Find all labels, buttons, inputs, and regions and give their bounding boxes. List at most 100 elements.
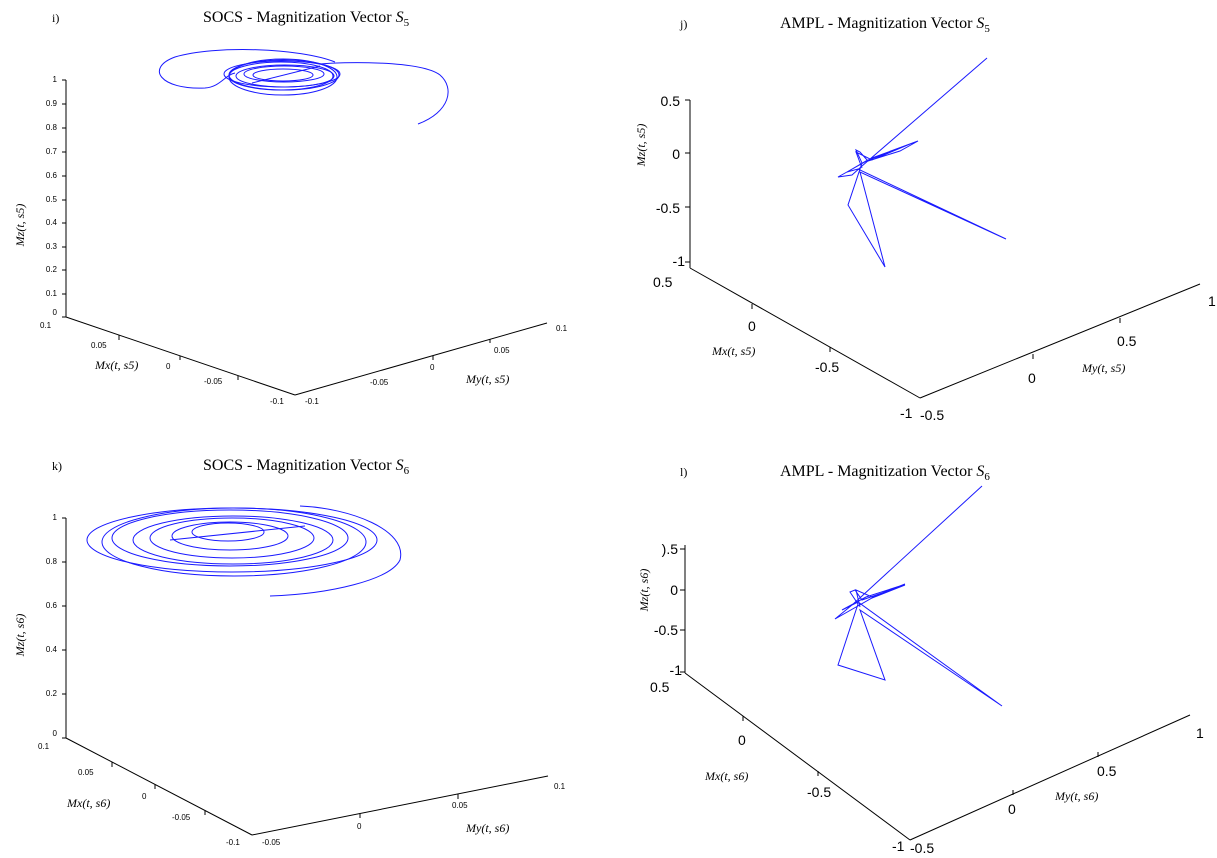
- title-subscript-k: 6: [404, 465, 410, 477]
- panel-label-j: j): [679, 17, 687, 31]
- y-tick-labels-l: -0.5 0 0.5 1: [910, 725, 1204, 856]
- ytick-j-0: -0.5: [920, 407, 944, 423]
- ylabel-j: My(t, s5): [1081, 361, 1125, 375]
- ztick-k-1: 0.2: [46, 689, 58, 698]
- ztick-j-1: 0: [672, 146, 680, 162]
- ztick-i-5: 0.5: [46, 195, 58, 204]
- panel-k: k) SOCS - Magnitization Vector S6 1 0.8 …: [13, 457, 566, 847]
- x-tick-labels-i: 0.1 0.05 0 -0.05 -0.1: [40, 321, 284, 406]
- xtick-k-3: -0.05: [172, 813, 191, 822]
- ztick-i-10: 1: [53, 75, 58, 84]
- panel-i: i) SOCS - Magnitization Vector S5 1 0.9 …: [13, 9, 568, 406]
- title-symbol-k: S: [396, 457, 404, 474]
- xtick-k-1: 0.05: [78, 768, 94, 777]
- title-symbol-j: S: [976, 15, 984, 32]
- title-text-j: AMPL - Magnitization Vector: [780, 15, 976, 32]
- xtick-i-2: 0: [166, 362, 171, 371]
- ztick-i-3: 0.3: [46, 242, 58, 251]
- z-ticks-marks-j: [685, 99, 690, 263]
- ztick-i-1: 0.1: [46, 289, 58, 298]
- ytick-k-0: -0.05: [262, 838, 281, 847]
- chart-title-i: SOCS - Magnitization Vector S5: [203, 9, 410, 29]
- title-subscript-i: 5: [404, 17, 410, 29]
- y-tick-labels-i: -0.1 -0.05 0 0.05 0.1: [305, 324, 568, 406]
- y-tick-labels-k: -0.05 0 0.05 0.1: [262, 782, 566, 847]
- trajectory-l: [834, 485, 1003, 707]
- ztick-i-9: 0.9: [46, 99, 58, 108]
- ylabel-l: My(t, s6): [1054, 789, 1098, 803]
- title-subscript-l: 6: [984, 471, 990, 483]
- ytick-i-1: -0.05: [370, 378, 389, 387]
- ytick-i-2: 0: [430, 363, 435, 372]
- y-tick-labels-j: -0.5 0 0.5 1: [920, 293, 1216, 423]
- x-tick-labels-l: 0.5 0 -0.5 -1: [650, 679, 905, 854]
- ytick-k-1: 0: [357, 822, 362, 831]
- ytick-l-3: 1: [1196, 725, 1204, 741]
- xlabel-i: Mx(t, s5): [94, 358, 138, 372]
- xtick-l-1: 0: [738, 732, 746, 748]
- ztick-i-6: 0.6: [46, 171, 58, 180]
- xtick-i-4: -0.1: [270, 397, 284, 406]
- xtick-i-0: 0.1: [40, 321, 52, 330]
- xtick-j-1: 0: [748, 318, 756, 334]
- z-ticks-marks-l: [680, 548, 685, 673]
- ztick-i-7: 0.7: [46, 147, 58, 156]
- ztick-l-0: ).5: [662, 541, 679, 557]
- xtick-l-0: 0.5: [650, 679, 670, 695]
- ytick-l-0: -0.5: [910, 840, 934, 856]
- trajectory-k: [86, 505, 402, 597]
- ztick-i-8: 0.8: [46, 123, 58, 132]
- ztick-j-3: -1: [673, 253, 686, 269]
- ztick-k-2: 0.4: [46, 645, 58, 654]
- zlabel-k: Mz(t, s6): [13, 614, 27, 658]
- axes-k: [62, 517, 549, 836]
- xy-tick-marks-i: [118, 335, 491, 380]
- ytick-k-3: 0.1: [554, 782, 566, 791]
- ztick-k-4: 0.8: [46, 557, 58, 566]
- ztick-i-2: 0.2: [46, 265, 58, 274]
- trajectory-j: [837, 57, 1007, 268]
- title-text-i: SOCS - Magnitization Vector: [203, 9, 396, 26]
- axes-j: [685, 99, 1201, 399]
- ytick-j-3: 1: [1208, 293, 1216, 309]
- axes-l: [680, 545, 1191, 841]
- panel-j: j) AMPL - Magnitization Vector S5 0.5 0 …: [634, 15, 1216, 423]
- xtick-l-2: -0.5: [807, 784, 831, 800]
- title-subscript-j: 5: [984, 23, 990, 35]
- panel-l: l) AMPL - Magnitization Vector S6 ).5 0 …: [637, 463, 1204, 856]
- xtick-k-2: 0: [142, 792, 147, 801]
- z-tick-labels-i: 1 0.9 0.8 0.7 0.6 0.5 0.4 0.3 0.2 0.1 0: [46, 75, 58, 317]
- title-symbol-l: S: [976, 463, 984, 480]
- x-tick-labels-j: 0.5 0 -0.5 -1: [653, 274, 913, 421]
- xlabel-k: Mx(t, s6): [66, 796, 110, 810]
- ytick-i-0: -0.1: [305, 397, 319, 406]
- ytick-k-2: 0.05: [452, 801, 468, 810]
- xlabel-l: Mx(t, s6): [704, 769, 748, 783]
- ylabel-k: My(t, s6): [465, 821, 509, 835]
- ylabel-i: My(t, s5): [465, 372, 509, 386]
- z-ticks-marks-i: [62, 79, 66, 318]
- xtick-j-3: -1: [900, 405, 913, 421]
- chart-title-j: AMPL - Magnitization Vector S5: [780, 15, 990, 35]
- zlabel-j: Mz(t, s5): [634, 124, 648, 168]
- ytick-l-1: 0: [1008, 801, 1016, 817]
- xlabel-j: Mx(t, s5): [711, 344, 755, 358]
- xy-tick-marks-k: [111, 762, 459, 818]
- title-text-k: SOCS - Magnitization Vector: [203, 457, 396, 474]
- xtick-j-2: -0.5: [815, 359, 839, 375]
- axis-lines-j: [689, 100, 1201, 399]
- z-ticks-marks-k: [62, 517, 66, 739]
- xy-tick-marks-j: [751, 304, 1121, 359]
- axis-lines-k: [65, 518, 549, 836]
- title-symbol-i: S: [396, 9, 404, 26]
- panel-label-k: k): [52, 459, 62, 473]
- xtick-l-3: -1: [892, 838, 905, 854]
- title-text-l: AMPL - Magnitization Vector: [780, 463, 976, 480]
- ytick-i-4: 0.1: [556, 324, 568, 333]
- ztick-l-1: 0: [670, 582, 678, 598]
- axis-lines-i: [65, 80, 548, 396]
- z-tick-labels-j: 0.5 0 -0.5 -1: [656, 93, 685, 269]
- axis-lines-l: [684, 545, 1191, 841]
- zlabel-i: Mz(t, s5): [13, 204, 27, 248]
